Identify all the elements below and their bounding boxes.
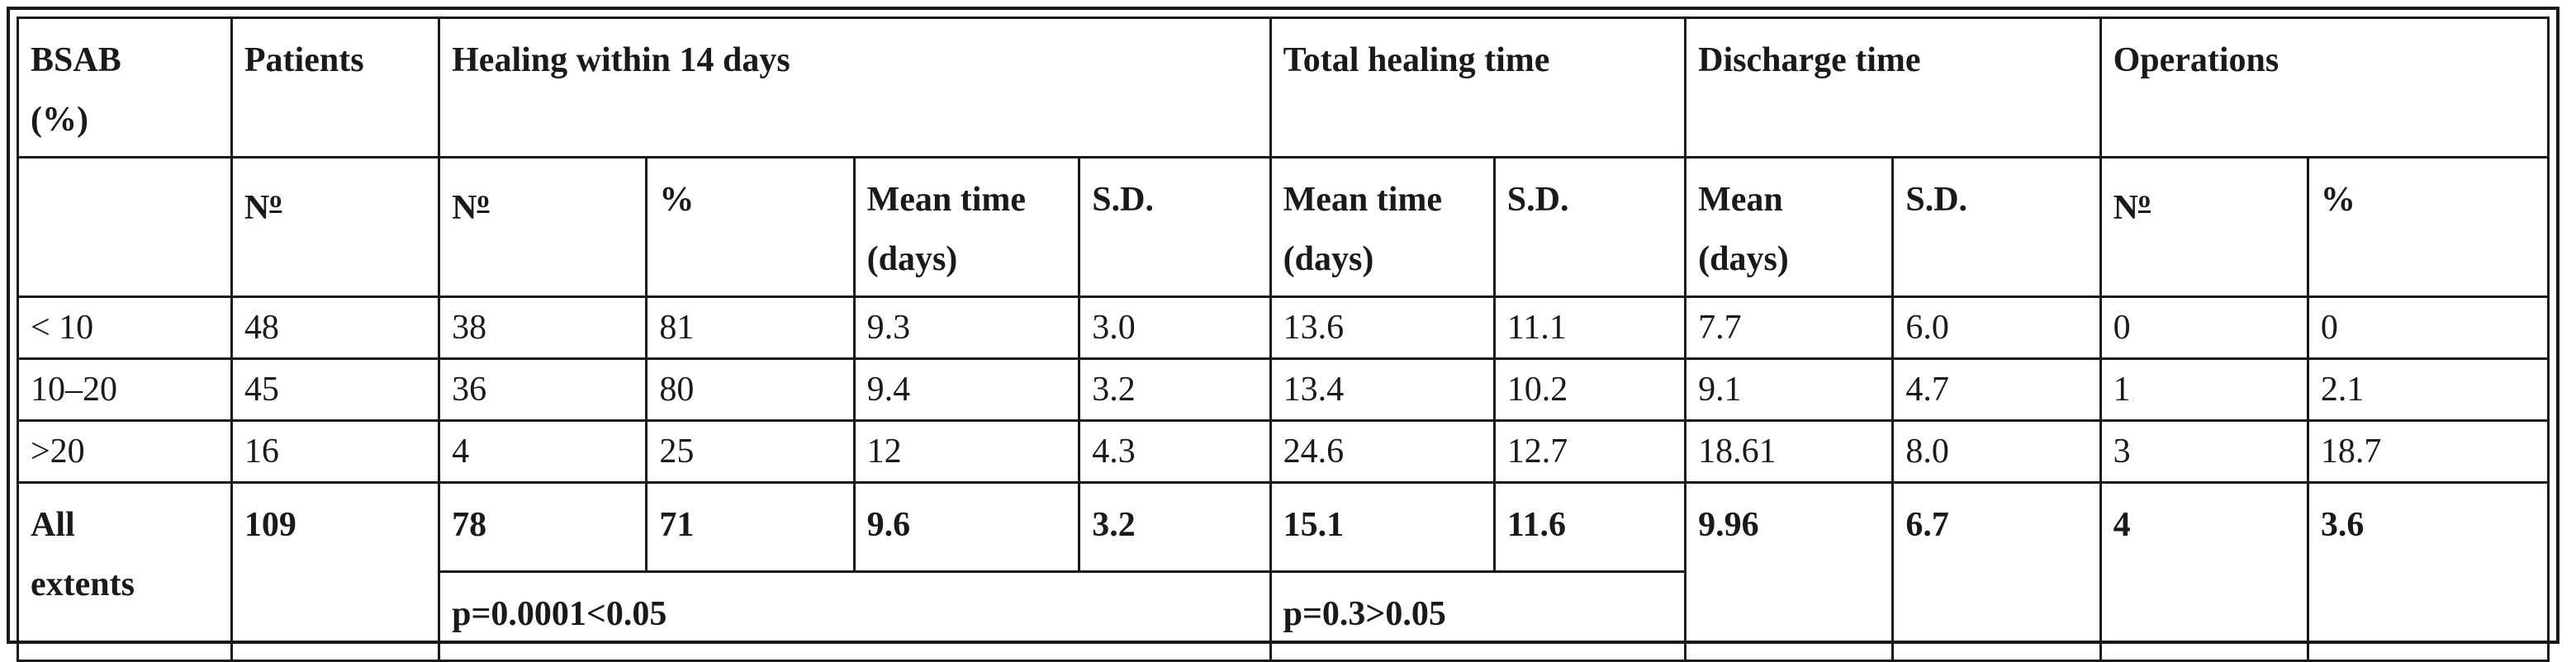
cell-total-ops-pct: 3.6 bbox=[2306, 481, 2550, 662]
header-bsab: BSAB (%) bbox=[17, 17, 233, 158]
header-discharge: Discharge time bbox=[1684, 17, 2102, 158]
header-patients: Patients bbox=[230, 17, 441, 158]
cell-h14-pct: 81 bbox=[645, 296, 856, 360]
cell-ops-no: 0 bbox=[2099, 296, 2309, 360]
cell-discharge-mean: 9.1 bbox=[1684, 357, 1895, 422]
cell-total-discharge-mean: 9.96 bbox=[1684, 481, 1895, 662]
cell-total-sd: 11.1 bbox=[1492, 296, 1687, 360]
cell-total-mean: 13.6 bbox=[1269, 296, 1496, 360]
cell-h14-mean: 9.4 bbox=[852, 357, 1081, 422]
cell-discharge-mean: 18.61 bbox=[1684, 419, 1895, 484]
header-operations: Operations bbox=[2099, 17, 2550, 158]
cell-total-total-mean: 15.1 bbox=[1269, 481, 1496, 573]
subheader-ops-pct: % bbox=[2306, 156, 2550, 298]
cell-bsab: >20 bbox=[17, 419, 233, 484]
subheader-h14-no: No bbox=[438, 156, 648, 298]
cell-total-discharge-sd: 6.7 bbox=[1891, 481, 2102, 662]
table-row: >20 16 4 25 12 4.3 24.6 12.7 18.61 8.0 3… bbox=[17, 419, 2550, 484]
cell-total-mean: 13.4 bbox=[1269, 357, 1496, 422]
subheader-h14-pct: % bbox=[645, 156, 856, 298]
results-table: BSAB (%) Patients Healing within 14 days… bbox=[17, 17, 2550, 662]
cell-total-h14-mean: 9.6 bbox=[852, 481, 1081, 573]
pvalue-total-healing: p=0.3>0.05 bbox=[1269, 570, 1687, 662]
header-row-1: BSAB (%) Patients Healing within 14 days… bbox=[17, 17, 2550, 158]
cell-discharge-mean: 7.7 bbox=[1684, 296, 1895, 360]
cell-ops-pct: 18.7 bbox=[2306, 419, 2550, 484]
cell-h14-no: 38 bbox=[438, 296, 648, 360]
cell-patients: 16 bbox=[230, 419, 441, 484]
pvalue-healing-14: p=0.0001<0.05 bbox=[438, 570, 1272, 662]
cell-ops-pct: 0 bbox=[2306, 296, 2550, 360]
cell-total-mean: 24.6 bbox=[1269, 419, 1496, 484]
header-total-healing: Total healing time bbox=[1269, 17, 1687, 158]
cell-discharge-sd: 8.0 bbox=[1891, 419, 2102, 484]
cell-total-h14-sd: 3.2 bbox=[1078, 481, 1272, 573]
cell-h14-sd: 3.0 bbox=[1078, 296, 1272, 360]
subheader-total-sd: S.D. bbox=[1492, 156, 1687, 298]
cell-h14-mean: 9.3 bbox=[852, 296, 1081, 360]
cell-all-extents: All extents bbox=[17, 481, 233, 662]
cell-h14-pct: 80 bbox=[645, 357, 856, 422]
subheader-h14-mean: Mean time (days) bbox=[852, 156, 1081, 298]
subheader-discharge-sd: S.D. bbox=[1891, 156, 2102, 298]
subheader-discharge-mean: Mean (days) bbox=[1684, 156, 1895, 298]
subheader-ops-no: No bbox=[2099, 156, 2309, 298]
pvalue-row: p=0.0001<0.05 p=0.3>0.05 bbox=[18, 570, 2549, 662]
cell-total-ops-no: 4 bbox=[2099, 481, 2309, 662]
cell-h14-mean: 12 bbox=[852, 419, 1081, 484]
cell-patients: 48 bbox=[230, 296, 441, 360]
cell-h14-no: 36 bbox=[438, 357, 648, 422]
cell-total-patients: 109 bbox=[230, 481, 441, 662]
cell-discharge-sd: 4.7 bbox=[1891, 357, 2102, 422]
cell-patients: 45 bbox=[230, 357, 441, 422]
subheader-h14-sd: S.D. bbox=[1078, 156, 1272, 298]
cell-discharge-sd: 6.0 bbox=[1891, 296, 2102, 360]
cell-total-h14-no: 78 bbox=[438, 481, 648, 573]
cell-ops-pct: 2.1 bbox=[2306, 357, 2550, 422]
cell-ops-no: 3 bbox=[2099, 419, 2309, 484]
cell-bsab: < 10 bbox=[17, 296, 233, 360]
cell-h14-no: 4 bbox=[438, 419, 648, 484]
cell-h14-sd: 4.3 bbox=[1078, 419, 1272, 484]
cell-h14-pct: 25 bbox=[645, 419, 856, 484]
cell-bsab: 10–20 bbox=[17, 357, 233, 422]
header-healing-14: Healing within 14 days bbox=[438, 17, 1272, 158]
header-row-2: No No % Mean time (days) S.D. Mean time … bbox=[17, 156, 2550, 298]
subheader-total-mean: Mean time (days) bbox=[1269, 156, 1496, 298]
subheader-patients-no: No bbox=[230, 156, 441, 298]
cell-total-total-sd: 11.6 bbox=[1492, 481, 1687, 573]
cell-total-sd: 12.7 bbox=[1492, 419, 1687, 484]
table-row: < 10 48 38 81 9.3 3.0 13.6 11.1 7.7 6.0 … bbox=[17, 296, 2550, 360]
table-row: 10–20 45 36 80 9.4 3.2 13.4 10.2 9.1 4.7… bbox=[17, 357, 2550, 422]
cell-ops-no: 1 bbox=[2099, 357, 2309, 422]
subheader-empty bbox=[17, 156, 233, 298]
table-frame: BSAB (%) Patients Healing within 14 days… bbox=[7, 7, 2559, 662]
cell-total-sd: 10.2 bbox=[1492, 357, 1687, 422]
cell-h14-sd: 3.2 bbox=[1078, 357, 1272, 422]
totals-row: All extents 109 78 71 9.6 3.2 15.1 11.6 … bbox=[17, 481, 2550, 662]
cell-total-h14-pct: 71 bbox=[645, 481, 856, 573]
